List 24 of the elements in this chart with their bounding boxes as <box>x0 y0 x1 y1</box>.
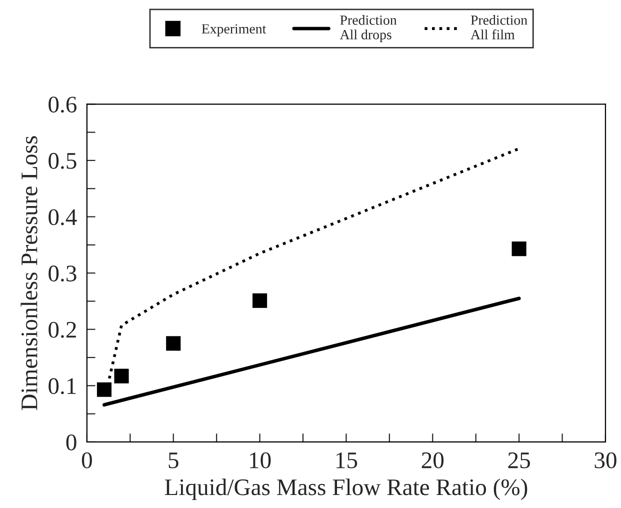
point <box>96 382 112 397</box>
x-axis-title: Liquid/Gas Mass Flow Rate Ratio (%) <box>164 478 528 500</box>
legend-label: Prediction All drops <box>340 15 397 42</box>
y-tick-label: 0.2 <box>48 322 76 338</box>
y-tick-label: 0.5 <box>48 152 76 169</box>
legend-label: Prediction All film <box>470 15 528 40</box>
y-tick-label: 0.3 <box>48 266 76 282</box>
point <box>114 368 129 384</box>
point <box>512 242 526 256</box>
legend-label: Experiment <box>202 24 266 36</box>
point <box>166 336 181 351</box>
x-tick-label: 10 <box>250 452 271 468</box>
y-tick-label: 0.6 <box>48 96 77 113</box>
y-tick-label: 0.1 <box>48 378 76 394</box>
x-tick-label: 20 <box>422 452 444 468</box>
x-tick-label: 5 <box>168 452 178 468</box>
y-axis-title: Dimensionless Pressure Loss <box>20 136 38 410</box>
x-tick-label: 0 <box>82 452 92 468</box>
y-tick-label: 0.4 <box>48 209 77 226</box>
x-tick-label: 15 <box>336 452 358 468</box>
y-tick-label: 0 <box>66 434 76 450</box>
x-tick-label: 25 <box>508 452 530 468</box>
x-tick-label: 30 <box>594 452 616 468</box>
point <box>252 293 268 308</box>
